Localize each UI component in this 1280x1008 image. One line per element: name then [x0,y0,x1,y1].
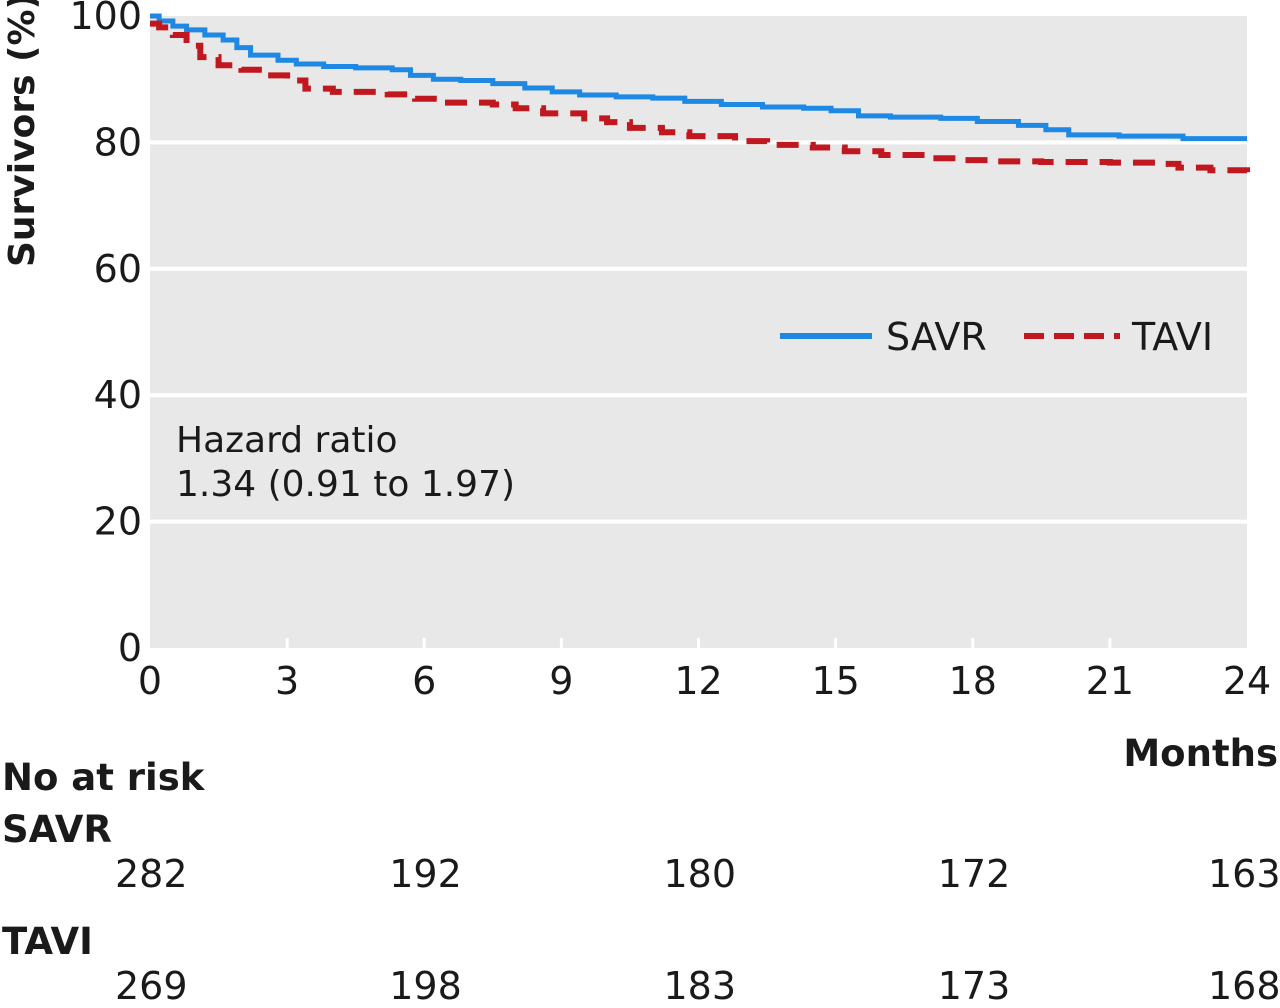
at-risk-tavi-month-6: 198 [389,964,462,1008]
x-tick-labels: 0 3 6 9 12 15 18 21 24 [138,659,1271,703]
y-tick-label-100: 100 [69,0,142,38]
x-tick-label-3: 3 [275,659,299,703]
y-axis-label: Survivors (%) [2,0,43,267]
y-tick-label-40: 40 [94,373,142,417]
x-tick-label-24: 24 [1223,659,1271,703]
x-tick-label-21: 21 [1086,659,1134,703]
x-tick-label-18: 18 [949,659,997,703]
at-risk-tavi-month-24: 168 [1208,964,1280,1008]
legend-tavi-label: TAVI [1131,315,1213,359]
x-tick-label-9: 9 [549,659,573,703]
at-risk-savr-month-0: 282 [115,852,188,896]
x-tick-label-6: 6 [412,659,436,703]
at-risk-savr-month-12: 180 [663,852,737,896]
legend-savr-label: SAVR [886,315,987,359]
at-risk-tavi-label: TAVI [2,920,93,963]
y-tick-label-0: 0 [118,626,142,670]
survival-curves [150,13,1250,174]
at-risk-title: No at risk [2,756,205,799]
survival-chart: 0 20 40 60 80 100 0 3 6 9 12 15 18 21 24 Survivors (%… [2,0,1271,703]
x-tick-label-0: 0 [138,659,162,703]
series-savr-line [150,13,1247,142]
at-risk-savr-label: SAVR [2,808,112,851]
y-tick-label-80: 80 [94,120,142,164]
at-risk-tavi-month-0: 269 [115,964,188,1008]
at-risk-savr-month-24: 163 [1208,852,1280,896]
at-risk-tavi-month-12: 183 [663,964,737,1008]
y-tick-labels: 0 20 40 60 80 100 [69,0,142,670]
plot-area [150,16,1247,648]
y-tick-label-60: 60 [94,247,142,291]
hazard-ratio-value: 1.34 (0.91 to 1.97) [176,464,515,505]
legend: SAVR TAVI [780,315,1213,359]
y-tick-label-20: 20 [94,500,142,544]
x-tick-label-12: 12 [674,659,722,703]
at-risk-savr-month-6: 192 [389,852,462,896]
gridlines [150,140,1247,648]
series-tavi-line [150,20,1250,174]
at-risk-savr-month-18: 172 [937,852,1011,896]
at-risk-tavi-month-18: 173 [937,964,1011,1008]
x-axis-label: Months [1123,732,1278,775]
x-tick-label-15: 15 [811,659,859,703]
plot-background [150,16,1247,648]
hazard-ratio-title: Hazard ratio [176,420,398,461]
